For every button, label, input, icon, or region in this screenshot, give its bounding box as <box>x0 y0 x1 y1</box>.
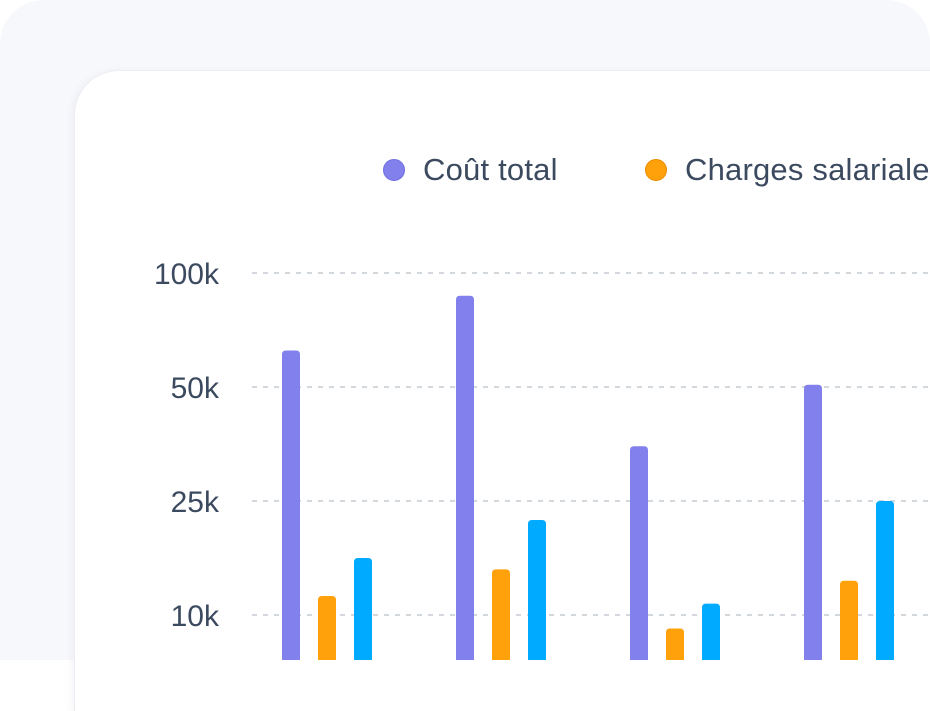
bar-series-3-group-1[interactable] <box>354 558 372 660</box>
y-tick-label: 50k <box>171 372 220 405</box>
bar-series-2-group-2[interactable] <box>492 569 510 660</box>
legend-label-cout-total: Coût total <box>423 152 558 187</box>
y-tick-label: 100k <box>154 258 220 291</box>
gridlines <box>252 272 930 616</box>
bar-series-1-group-1[interactable] <box>282 350 300 660</box>
bar-series-1-group-3[interactable] <box>630 446 648 660</box>
bar-series-3-group-3[interactable] <box>702 603 720 660</box>
y-tick-label: 25k <box>171 486 220 519</box>
y-axis-ticks: 100k 50k 25k 10k <box>154 258 220 633</box>
chart-legend: Coût total Charges salariales <box>0 0 930 187</box>
bars <box>282 295 894 661</box>
bar-chart-plot: 100k 50k 25k 10k <box>154 258 930 661</box>
bar-series-1-group-4[interactable] <box>804 384 822 660</box>
bar-series-2-group-1[interactable] <box>318 596 336 660</box>
bar-series-2-group-4[interactable] <box>840 580 858 660</box>
legend-item-cout-total[interactable]: Coût total <box>383 152 558 188</box>
legend-label-charges-salariales: Charges salariales <box>685 152 930 187</box>
legend-item-charges-salariales[interactable]: Charges salariales <box>645 152 930 188</box>
y-tick-label: 10k <box>171 600 220 633</box>
bar-series-1-group-2[interactable] <box>456 295 474 660</box>
bar-series-2-group-3[interactable] <box>666 628 684 661</box>
legend-swatch-cout-total <box>383 159 405 181</box>
bar-series-3-group-4[interactable] <box>876 501 894 660</box>
bar-series-3-group-2[interactable] <box>528 520 546 660</box>
legend-swatch-charges-salariales <box>645 159 667 181</box>
